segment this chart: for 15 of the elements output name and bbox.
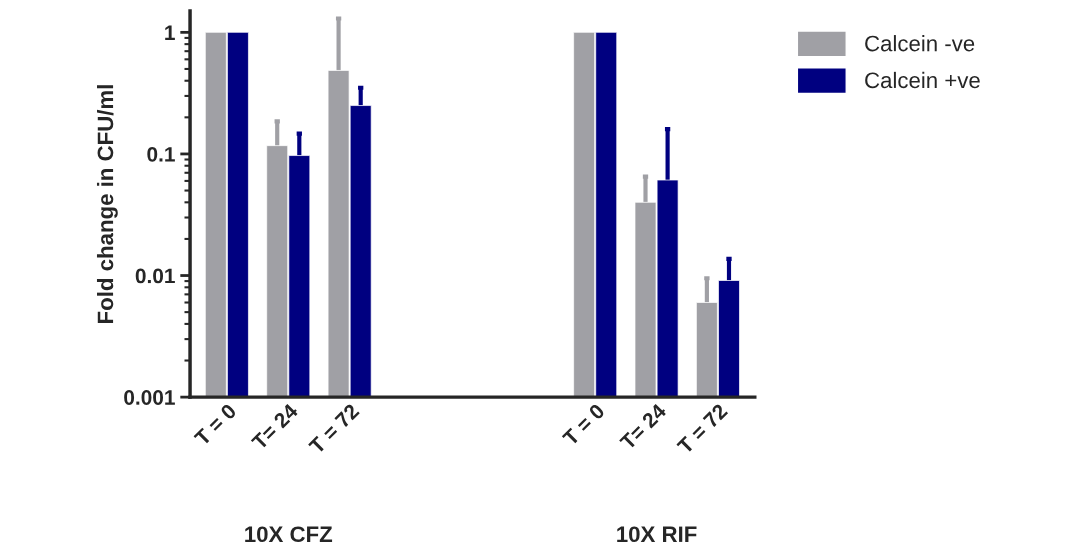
y-tick-label: 0.01 xyxy=(135,268,175,284)
text: 10X RIF xyxy=(617,526,697,543)
x-tick-label: T = 0 xyxy=(193,402,238,447)
y-tick-label: 1 xyxy=(165,25,175,40)
y-axis-title: Fold change in CFU/ml xyxy=(96,85,118,323)
x-tick-label: T= 24 xyxy=(250,402,299,451)
y-tick-label: 0.1 xyxy=(147,146,175,162)
x-tick-label: T = 72 xyxy=(676,402,729,455)
legend-label: Calcein -ve xyxy=(865,35,975,52)
text: 10X CFZ xyxy=(245,526,333,543)
legend-label: Calcein +ve xyxy=(865,71,980,89)
x-tick-label: T = 0 xyxy=(561,402,606,447)
x-tick-label: T= 24 xyxy=(619,402,668,451)
y-tick-label: 0.001 xyxy=(124,390,175,405)
x-tick-label: T = 72 xyxy=(308,402,360,455)
